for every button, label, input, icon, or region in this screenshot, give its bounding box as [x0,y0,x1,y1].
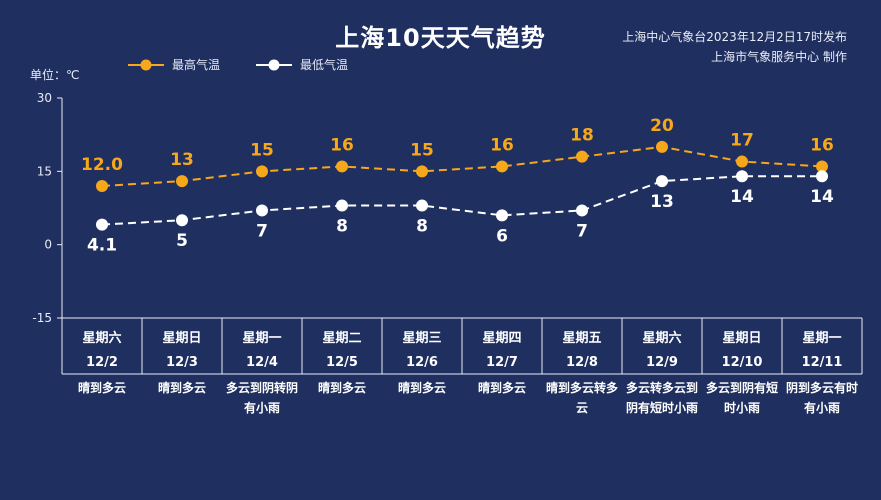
x-weekday-label: 星期五 [562,331,601,346]
data-label-low: 8 [416,217,428,237]
x-date-label: 12/5 [326,355,358,370]
data-point-high [256,165,268,178]
weather-description: 多云转多云到阴有短时小雨 [625,381,698,415]
weather-description: 多云到阴转阴有小雨 [225,381,298,415]
data-label-low: 5 [176,231,188,251]
data-point-low [816,170,828,183]
weather-description: 晴到多云 [397,381,446,395]
data-point-high [576,150,588,163]
weather-description: 晴到多云 [317,381,366,395]
data-label-high: 17 [730,131,754,151]
weather-description: 晴到多云转多云 [545,381,618,415]
x-date-label: 12/2 [86,355,118,370]
data-label-low: 14 [730,187,754,207]
x-date-label: 12/10 [722,355,763,370]
data-label-high: 15 [250,140,274,160]
unit-label: 单位：℃ [30,68,80,82]
y-tick-label: 30 [37,91,52,105]
x-weekday-label: 星期一 [802,331,841,346]
data-point-high [816,160,828,173]
source-line-2: 上海市气象服务中心 制作 [711,50,847,64]
legend-low-label: 最低气温 [300,58,349,72]
data-label-low: 4.1 [87,236,117,256]
x-date-label: 12/4 [246,355,278,370]
x-weekday-label: 星期一 [242,331,281,346]
x-weekday-label: 星期六 [642,330,681,346]
legend-low-marker-icon [256,59,293,70]
source-info: 上海中心气象台2023年12月2日17时发布 上海市气象服务中心 制作 [622,27,847,67]
x-weekday-label: 星期三 [402,331,441,346]
series-line-low [101,175,822,226]
data-point-high [496,160,508,173]
legend-item-high: 最高气温 [128,56,220,73]
data-label-high: 18 [570,126,594,146]
legend-high-label: 最高气温 [172,58,221,72]
data-point-low [256,204,268,217]
data-label-high: 16 [810,135,834,155]
data-label-low: 8 [336,217,348,237]
data-label-high: 16 [330,135,354,155]
series-line-high [101,145,823,187]
chart-title: 上海10天天气趋势 [335,24,546,52]
data-point-low [576,204,588,217]
weather-description: 多云到阴有短时小雨 [705,381,778,415]
x-date-label: 12/3 [166,355,198,370]
x-weekday-label: 星期六 [82,330,121,346]
weather-description: 晴到多云 [77,381,126,395]
weather-description: 晴到多云 [157,381,206,395]
x-weekday-label: 星期二 [322,331,361,346]
data-point-low [656,175,668,188]
x-date-label: 12/7 [486,355,518,370]
weather-description: 晴到多云 [477,381,526,395]
legend-high-marker-icon [128,59,164,70]
data-label-low: 7 [576,221,588,241]
data-label-low: 7 [256,221,268,241]
data-point-low [176,214,188,227]
data-label-low: 6 [496,226,508,246]
data-label-low: 13 [650,192,674,212]
data-label-high: 15 [410,140,434,160]
data-label-high: 20 [650,116,674,136]
x-date-label: 12/11 [802,355,843,370]
legend-item-low: 最低气温 [256,56,348,73]
x-date-label: 12/6 [406,355,438,370]
data-point-low [416,199,428,212]
source-line-1: 上海中心气象台2023年12月2日17时发布 [622,30,847,44]
x-date-label: 12/9 [646,355,678,370]
x-weekday-label: 星期四 [482,331,521,346]
y-tick-label: 15 [37,164,52,178]
legend: 最高气温 最低气温 [128,56,384,73]
data-label-high: 13 [170,150,194,170]
data-label-low: 14 [810,187,834,207]
y-tick-label: -15 [32,311,52,325]
data-point-high [336,160,348,173]
data-point-low [336,199,348,212]
y-tick-label: 0 [44,238,52,252]
data-point-high [176,175,188,188]
data-point-low [736,170,748,183]
data-point-high [656,140,668,153]
x-date-label: 12/8 [566,355,598,370]
data-point-low [496,209,508,222]
data-point-low [96,218,108,231]
data-point-high [416,165,428,178]
weather-description: 阴到多云有时有小雨 [785,381,858,415]
data-point-high [736,155,748,168]
x-weekday-label: 星期日 [162,331,201,346]
x-weekday-label: 星期日 [722,331,761,346]
data-label-high: 12.0 [81,155,123,175]
data-point-high [96,180,108,192]
data-label-high: 16 [490,135,514,155]
